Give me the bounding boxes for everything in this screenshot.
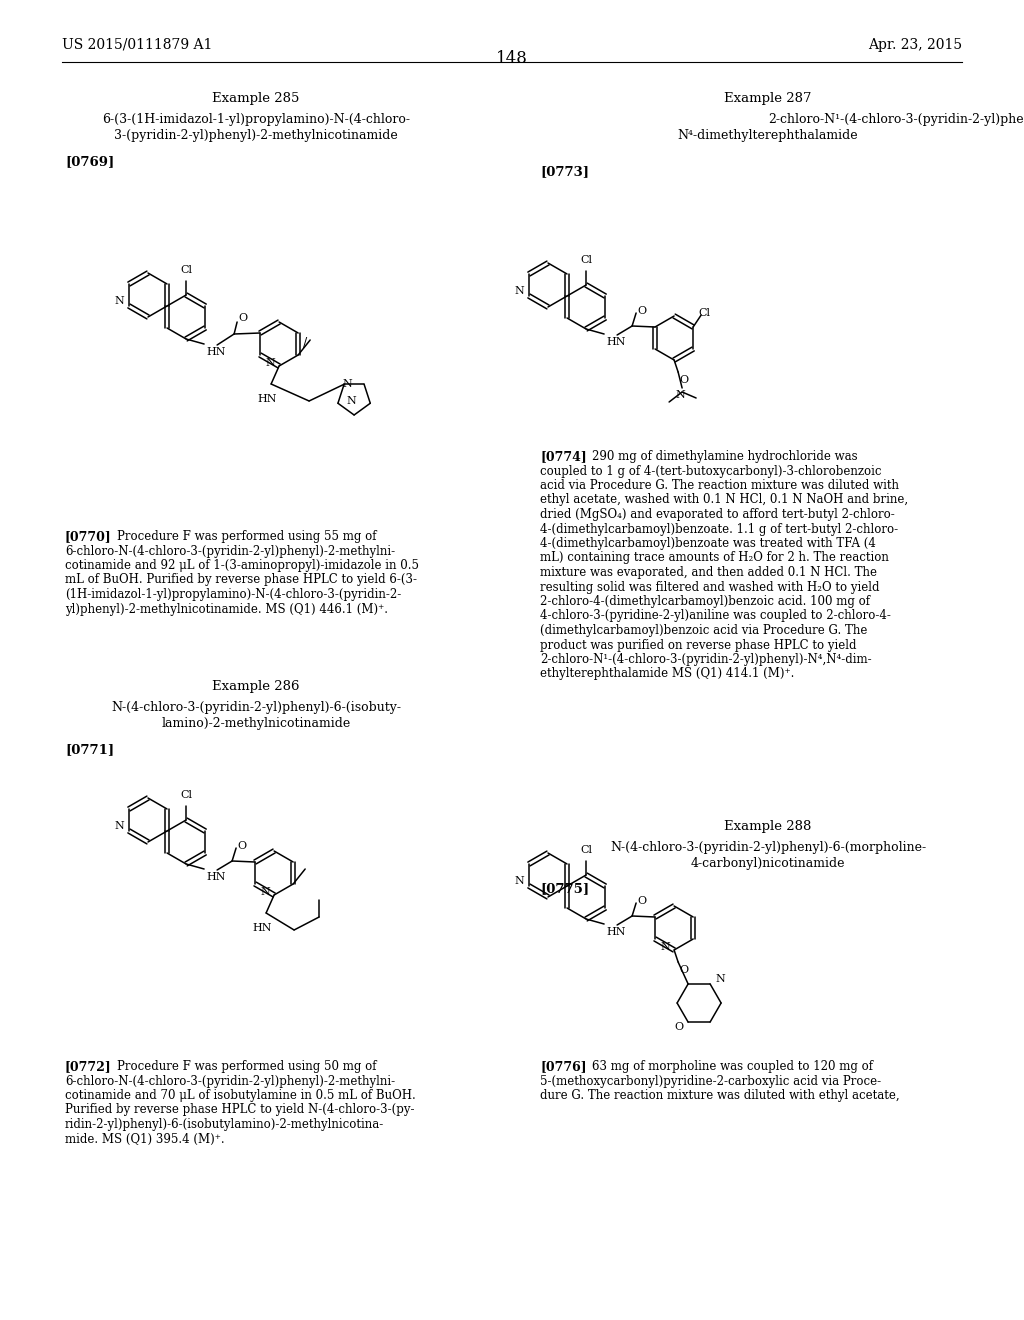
Text: 4-carbonyl)nicotinamide: 4-carbonyl)nicotinamide (691, 857, 845, 870)
Text: HN: HN (252, 923, 271, 933)
Text: ethyl acetate, washed with 0.1 N HCl, 0.1 N NaOH and brine,: ethyl acetate, washed with 0.1 N HCl, 0.… (540, 494, 908, 507)
Text: mide. MS (Q1) 395.4 (M)⁺.: mide. MS (Q1) 395.4 (M)⁺. (65, 1133, 224, 1146)
Text: [0773]: [0773] (540, 165, 589, 178)
Text: /: / (303, 337, 307, 350)
Text: O: O (674, 1022, 683, 1032)
Text: O: O (679, 375, 688, 385)
Text: N-(4-chloro-3-(pyridin-2-yl)phenyl)-6-(morpholine-: N-(4-chloro-3-(pyridin-2-yl)phenyl)-6-(m… (610, 841, 926, 854)
Text: HN: HN (257, 393, 276, 404)
Text: 2-chloro-N¹-(4-chloro-3-(pyridin-2-yl)phenyl)-N⁴,N⁴-dim-: 2-chloro-N¹-(4-chloro-3-(pyridin-2-yl)ph… (540, 653, 871, 667)
Text: acid via Procedure G. The reaction mixture was diluted with: acid via Procedure G. The reaction mixtu… (540, 479, 899, 492)
Text: yl)phenyl)-2-methylnicotinamide. MS (Q1) 446.1 (M)⁺.: yl)phenyl)-2-methylnicotinamide. MS (Q1)… (65, 602, 388, 615)
Text: O: O (239, 313, 247, 323)
Text: Example 288: Example 288 (724, 820, 812, 833)
Text: cotinamide and 92 μL of 1-(3-aminopropyl)-imidazole in 0.5: cotinamide and 92 μL of 1-(3-aminopropyl… (65, 558, 419, 572)
Text: ridin-2-yl)phenyl)-6-(isobutylamino)-2-methylnicotina-: ridin-2-yl)phenyl)-6-(isobutylamino)-2-m… (65, 1118, 384, 1131)
Text: HN: HN (206, 873, 225, 882)
Text: Purified by reverse phase HPLC to yield N-(4-chloro-3-(py-: Purified by reverse phase HPLC to yield … (65, 1104, 415, 1117)
Text: 148: 148 (496, 50, 528, 67)
Text: US 2015/0111879 A1: US 2015/0111879 A1 (62, 38, 212, 51)
Text: 3-(pyridin-2-yl)phenyl)-2-methylnicotinamide: 3-(pyridin-2-yl)phenyl)-2-methylnicotina… (114, 129, 398, 143)
Text: [0770]: [0770] (65, 531, 112, 543)
Text: mL of BuOH. Purified by reverse phase HPLC to yield 6-(3-: mL of BuOH. Purified by reverse phase HP… (65, 573, 417, 586)
Text: 5-(methoxycarbonyl)pyridine-2-carboxylic acid via Proce-: 5-(methoxycarbonyl)pyridine-2-carboxylic… (540, 1074, 881, 1088)
Text: dried (MgSO₄) and evaporated to afford tert-butyl 2-chloro-: dried (MgSO₄) and evaporated to afford t… (540, 508, 895, 521)
Text: Procedure F was performed using 55 mg of: Procedure F was performed using 55 mg of (117, 531, 377, 543)
Text: ethylterephthalamide MS (Q1) 414.1 (M)⁺.: ethylterephthalamide MS (Q1) 414.1 (M)⁺. (540, 668, 795, 681)
Text: 290 mg of dimethylamine hydrochloride was: 290 mg of dimethylamine hydrochloride wa… (592, 450, 858, 463)
Text: Example 286: Example 286 (212, 680, 300, 693)
Text: 2-chloro-N¹-(4-chloro-3-(pyridin-2-yl)phenyl)-N⁴,: 2-chloro-N¹-(4-chloro-3-(pyridin-2-yl)ph… (768, 114, 1024, 125)
Text: Example 287: Example 287 (724, 92, 812, 106)
Text: N: N (115, 296, 125, 306)
Text: 6-(3-(1H-imidazol-1-yl)propylamino)-N-(4-chloro-: 6-(3-(1H-imidazol-1-yl)propylamino)-N-(4… (102, 114, 410, 125)
Text: [0769]: [0769] (65, 154, 115, 168)
Text: Example 285: Example 285 (212, 92, 300, 106)
Text: dure G. The reaction mixture was diluted with ethyl acetate,: dure G. The reaction mixture was diluted… (540, 1089, 900, 1102)
Text: O: O (637, 896, 646, 906)
Text: N: N (660, 942, 670, 952)
Text: resulting solid was filtered and washed with H₂O to yield: resulting solid was filtered and washed … (540, 581, 880, 594)
Text: O: O (637, 306, 646, 315)
Text: N: N (515, 286, 524, 296)
Text: HN: HN (606, 337, 626, 347)
Text: 4-(dimethylcarbamoyl)benzoate. 1.1 g of tert-butyl 2-chloro-: 4-(dimethylcarbamoyl)benzoate. 1.1 g of … (540, 523, 898, 536)
Text: 6-chloro-N-(4-chloro-3-(pyridin-2-yl)phenyl)-2-methylni-: 6-chloro-N-(4-chloro-3-(pyridin-2-yl)phe… (65, 1074, 395, 1088)
Text: (1H-imidazol-1-yl)propylamino)-N-(4-chloro-3-(pyridin-2-: (1H-imidazol-1-yl)propylamino)-N-(4-chlo… (65, 587, 401, 601)
Text: [0776]: [0776] (540, 1060, 587, 1073)
Text: Cl: Cl (698, 308, 711, 318)
Text: Cl: Cl (581, 255, 592, 265)
Text: product was purified on reverse phase HPLC to yield: product was purified on reverse phase HP… (540, 639, 856, 652)
Text: O: O (679, 965, 688, 975)
Text: [0775]: [0775] (540, 882, 589, 895)
Text: N: N (346, 396, 356, 407)
Text: N⁴-dimethylterephthalamide: N⁴-dimethylterephthalamide (678, 129, 858, 143)
Text: lamino)-2-methylnicotinamide: lamino)-2-methylnicotinamide (162, 717, 350, 730)
Text: (dimethylcarbamoyl)benzoic acid via Procedure G. The: (dimethylcarbamoyl)benzoic acid via Proc… (540, 624, 867, 638)
Text: [0774]: [0774] (540, 450, 587, 463)
Text: N: N (715, 974, 725, 983)
Text: coupled to 1 g of 4-(tert-butoxycarbonyl)-3-chlorobenzoic: coupled to 1 g of 4-(tert-butoxycarbonyl… (540, 465, 882, 478)
Text: N: N (115, 821, 125, 832)
Text: N: N (260, 887, 269, 898)
Text: HN: HN (206, 347, 225, 356)
Text: mL) containing trace amounts of H₂O for 2 h. The reaction: mL) containing trace amounts of H₂O for … (540, 552, 889, 565)
Text: N: N (342, 379, 352, 389)
Text: HN: HN (606, 927, 626, 937)
Text: 4-(dimethylcarbamoyl)benzoate was treated with TFA (4: 4-(dimethylcarbamoyl)benzoate was treate… (540, 537, 876, 550)
Text: 2-chloro-4-(dimethylcarbamoyl)benzoic acid. 100 mg of: 2-chloro-4-(dimethylcarbamoyl)benzoic ac… (540, 595, 870, 609)
Text: 4-chloro-3-(pyridine-2-yl)aniline was coupled to 2-chloro-4-: 4-chloro-3-(pyridine-2-yl)aniline was co… (540, 610, 891, 623)
Text: Cl: Cl (180, 789, 193, 800)
Text: Cl: Cl (180, 265, 193, 275)
Text: O: O (238, 841, 246, 851)
Text: Procedure F was performed using 50 mg of: Procedure F was performed using 50 mg of (117, 1060, 377, 1073)
Text: [0771]: [0771] (65, 743, 114, 756)
Text: mixture was evaporated, and then added 0.1 N HCl. The: mixture was evaporated, and then added 0… (540, 566, 877, 579)
Text: N-(4-chloro-3-(pyridin-2-yl)phenyl)-6-(isobuty-: N-(4-chloro-3-(pyridin-2-yl)phenyl)-6-(i… (111, 701, 401, 714)
Text: Cl: Cl (581, 845, 592, 855)
Text: 63 mg of morpholine was coupled to 120 mg of: 63 mg of morpholine was coupled to 120 m… (592, 1060, 873, 1073)
Text: N: N (265, 358, 274, 368)
Text: 6-chloro-N-(4-chloro-3-(pyridin-2-yl)phenyl)-2-methylni-: 6-chloro-N-(4-chloro-3-(pyridin-2-yl)phe… (65, 544, 395, 557)
Text: cotinamide and 70 μL of isobutylamine in 0.5 mL of BuOH.: cotinamide and 70 μL of isobutylamine in… (65, 1089, 416, 1102)
Text: N: N (675, 389, 685, 400)
Text: [0772]: [0772] (65, 1060, 112, 1073)
Text: N: N (515, 876, 524, 886)
Text: Apr. 23, 2015: Apr. 23, 2015 (868, 38, 962, 51)
